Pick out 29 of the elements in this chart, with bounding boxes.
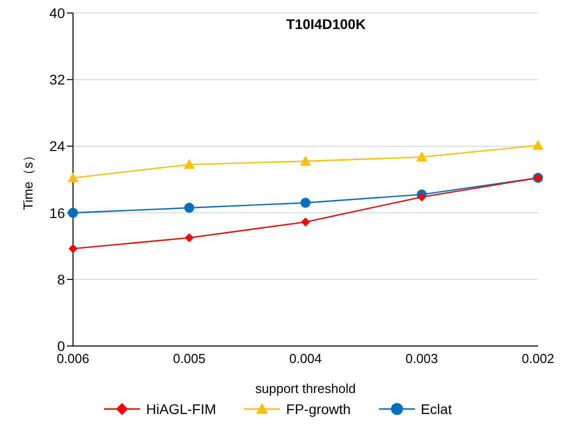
y-tick-label: 8: [57, 271, 66, 288]
point: [68, 208, 78, 218]
point: [532, 140, 544, 150]
y-tick-label: 24: [49, 138, 66, 154]
chart-title: T10I4D100K: [286, 16, 366, 32]
legend-label: HiAGL-FIM: [146, 401, 216, 417]
y-tick-label: 32: [49, 72, 66, 88]
point: [416, 152, 428, 162]
point: [184, 202, 194, 213]
y-tick-label: 16: [49, 204, 66, 221]
x-tick-label: 0.004: [289, 351, 322, 366]
legend-label: Eclat: [420, 401, 452, 417]
point: [184, 233, 194, 242]
y-tick-label: 40: [49, 4, 66, 21]
point: [300, 198, 310, 208]
y-axis-title: Time（s）: [20, 149, 36, 210]
legend-label: FP-growth: [286, 401, 351, 417]
point: [184, 159, 195, 169]
x-tick-label: 0.002: [522, 351, 554, 366]
point: [301, 217, 310, 226]
point: [300, 156, 311, 166]
x-axis-title: support threshold: [255, 381, 356, 396]
x-tick-label: 0.006: [56, 351, 90, 366]
x-tick-label: 0.005: [172, 351, 206, 366]
x-tick-label: 0.003: [405, 351, 438, 366]
point: [68, 244, 78, 254]
y-tick-label: 0: [57, 338, 66, 354]
point: [68, 172, 78, 182]
point: [417, 192, 426, 202]
